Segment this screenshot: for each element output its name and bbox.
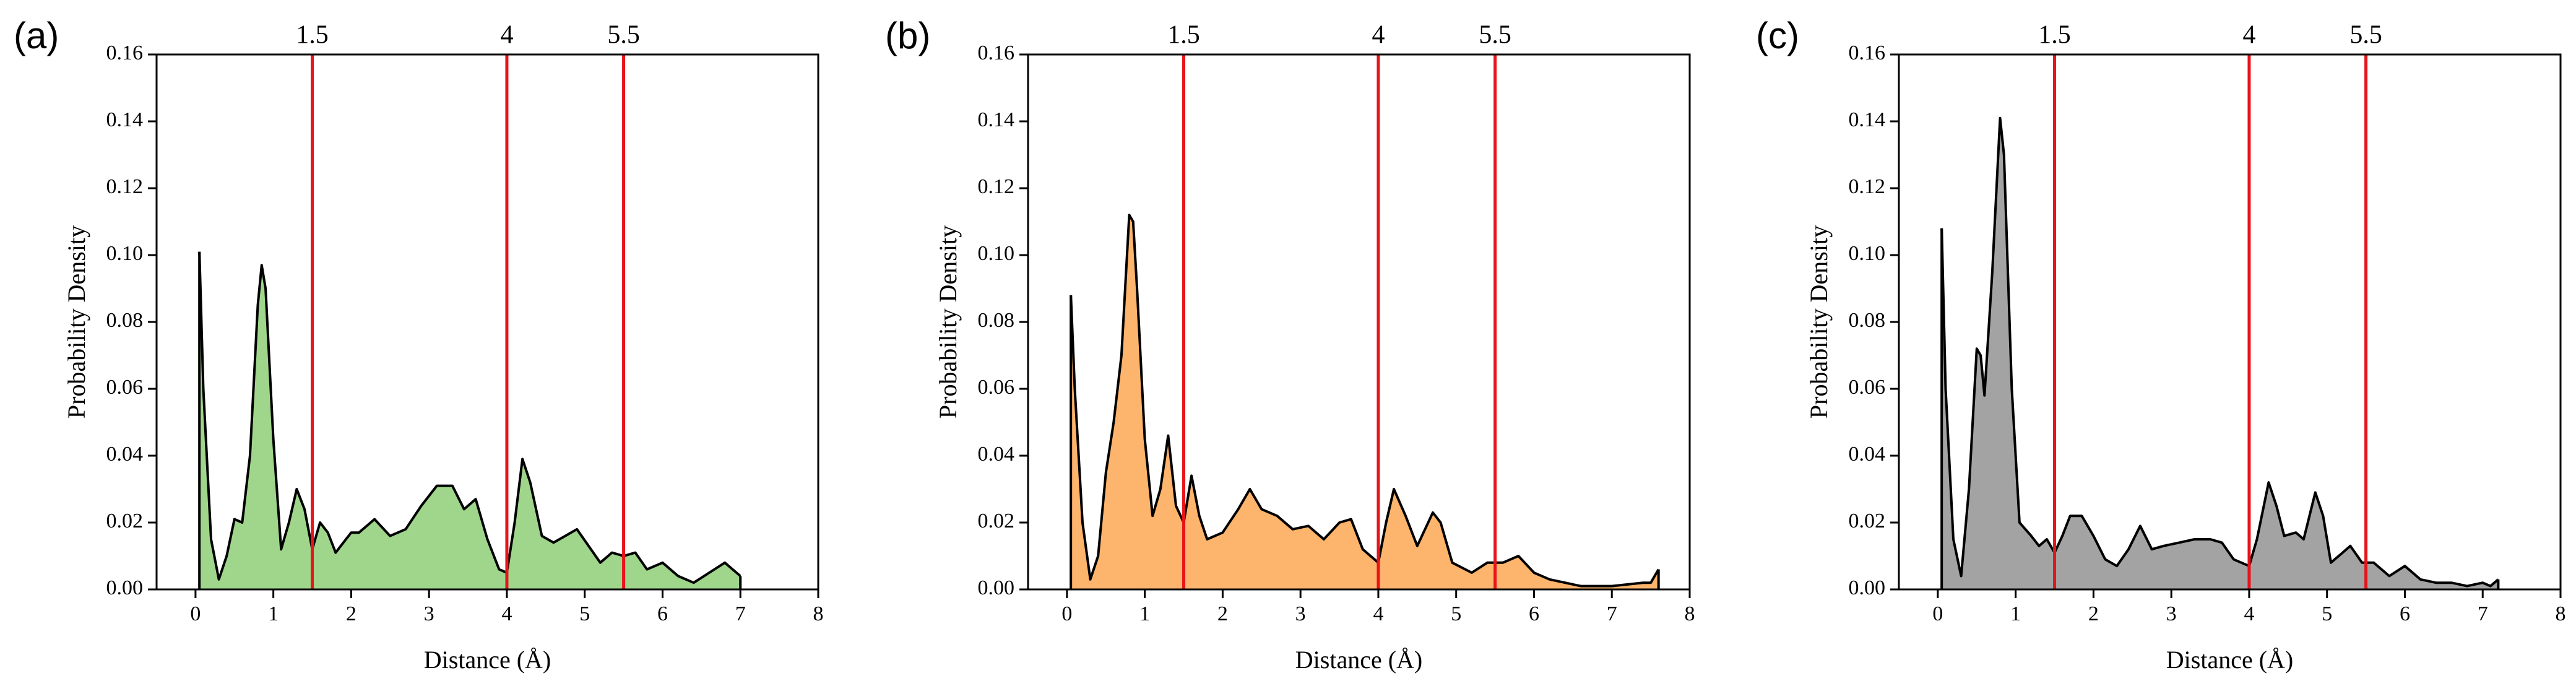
y-tick-label: 0.04 (978, 443, 1015, 466)
panel-label: (c) (1756, 15, 1799, 56)
area-line (1070, 214, 1660, 588)
panel: (a) 1.5 4 5.5 0.00 0.02 0.04 0.06 0.08 0.10 0.12 0.… (14, 15, 824, 674)
x-tick-label: 4 (1373, 602, 1383, 625)
y-tick-label: 0.04 (106, 443, 144, 466)
y-tick-label: 0.12 (978, 175, 1015, 198)
x-tick-label: 7 (735, 602, 746, 625)
area-fill (1071, 215, 1659, 589)
y-axis-label: Probability Density (934, 225, 962, 419)
x-tick-label: 1 (268, 602, 279, 625)
y-tick-label: 0.16 (106, 41, 144, 64)
reference-label: 4 (2242, 21, 2255, 50)
x-tick-label: 6 (2400, 602, 2410, 625)
y-tick-label: 0.00 (106, 576, 144, 599)
y-tick-label: 0.06 (978, 376, 1015, 399)
x-tick-label: 3 (2166, 602, 2177, 625)
x-tick-label: 2 (1217, 602, 1228, 625)
y-tick-label: 0.08 (1849, 309, 1886, 332)
x-tick-label: 2 (346, 602, 357, 625)
panel-label: (a) (14, 15, 59, 56)
reference-label: 4 (500, 21, 513, 50)
y-tick-label: 0.16 (1849, 41, 1886, 64)
x-tick-label: 0 (1061, 602, 1072, 625)
reference-label: 5.5 (607, 21, 640, 50)
x-tick-label: 6 (1529, 602, 1539, 625)
x-tick-label: 8 (1685, 602, 1695, 625)
y-tick-label: 0.16 (978, 41, 1015, 64)
y-axis-label: Probability Density (63, 225, 90, 419)
y-tick-label: 0.06 (1849, 376, 1886, 399)
x-tick-label: 3 (424, 602, 434, 625)
panel: (b) 1.5 4 5.5 0.00 0.02 0.04 0.06 0.08 0.10 0.12 0.… (885, 15, 1695, 674)
x-tick-label: 5 (2322, 602, 2332, 625)
y-tick-label: 0.10 (1849, 242, 1886, 265)
y-tick-label: 0.14 (1849, 108, 1886, 131)
x-tick-label: 0 (190, 602, 201, 625)
y-tick-label: 0.02 (1849, 510, 1886, 532)
y-tick-label: 0.06 (106, 376, 144, 399)
reference-label: 1.5 (296, 21, 329, 50)
area-fill (1942, 118, 2499, 590)
x-tick-label: 6 (657, 602, 668, 625)
x-axis-label: Distance (Å) (424, 646, 551, 674)
y-tick-label: 0.12 (106, 175, 144, 198)
y-tick-label: 0.12 (1849, 175, 1886, 198)
x-axis-label: Distance (Å) (2166, 646, 2293, 674)
x-tick-label: 4 (501, 602, 512, 625)
panel: (c) 1.5 4 5.5 0.00 0.02 0.04 0.06 0.08 0.10 0.12 0.… (1756, 15, 2566, 674)
x-tick-label: 5 (579, 602, 590, 625)
y-tick-label: 0.02 (106, 510, 144, 532)
x-tick-label: 2 (2088, 602, 2099, 625)
x-tick-label: 0 (1932, 602, 1943, 625)
x-tick-label: 7 (1607, 602, 1617, 625)
y-tick-label: 0.08 (106, 309, 144, 332)
x-tick-label: 5 (1451, 602, 1461, 625)
y-tick-label: 0.04 (1849, 443, 1886, 466)
reference-label: 1.5 (1167, 21, 1200, 50)
area-fill (199, 251, 741, 590)
y-tick-label: 0.00 (1849, 576, 1886, 599)
x-axis-label: Distance (Å) (1295, 646, 1422, 674)
y-tick-label: 0.00 (978, 576, 1015, 599)
x-tick-label: 4 (2244, 602, 2254, 625)
y-tick-label: 0.02 (978, 510, 1015, 532)
x-tick-label: 1 (2010, 602, 2021, 625)
x-tick-label: 3 (1295, 602, 1306, 625)
y-axis-label: Probability Density (1805, 225, 1833, 419)
area-line (1940, 116, 2499, 588)
panel-label: (b) (885, 15, 930, 56)
area-line (198, 251, 741, 584)
y-tick-label: 0.08 (978, 309, 1015, 332)
x-tick-label: 8 (2556, 602, 2566, 625)
x-tick-label: 1 (1139, 602, 1150, 625)
reference-label: 5.5 (1479, 21, 1511, 50)
x-tick-label: 7 (2478, 602, 2488, 625)
y-tick-label: 0.14 (978, 108, 1015, 131)
reference-label: 4 (1372, 21, 1385, 50)
reference-label: 1.5 (2038, 21, 2071, 50)
y-tick-label: 0.14 (106, 108, 144, 131)
y-tick-label: 0.10 (978, 242, 1015, 265)
y-tick-label: 0.10 (106, 242, 144, 265)
reference-label: 5.5 (2349, 21, 2382, 50)
x-tick-label: 8 (813, 602, 824, 625)
